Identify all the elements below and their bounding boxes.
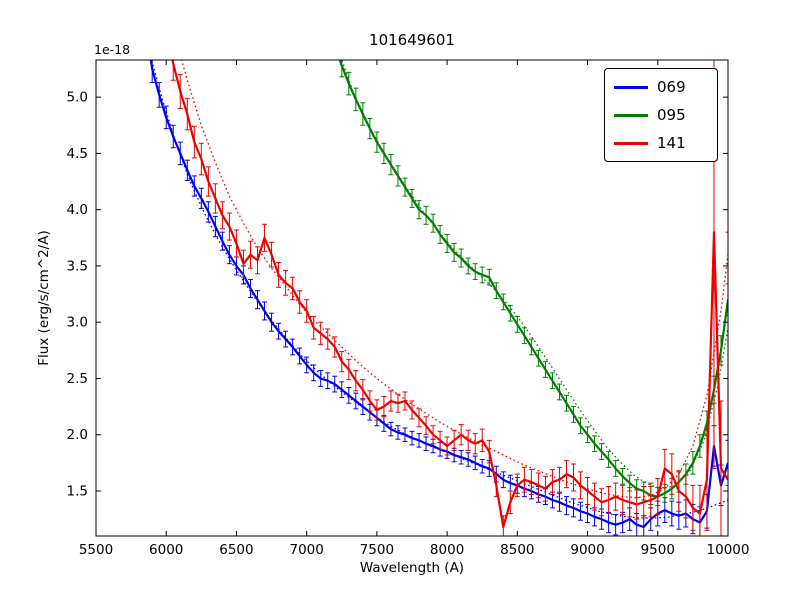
legend-entry-069: 069 <box>614 77 709 96</box>
y-axis-offset-text: 1e-18 <box>94 42 131 57</box>
legend-label-141: 141 <box>657 133 686 152</box>
tick-labels: 5500 6000 6500 7000 7500 8000 8500 9000 9500 1000… <box>67 90 750 558</box>
axes-frame <box>95 59 729 537</box>
x-tick-label: 9000 <box>570 542 604 558</box>
y-axis-label: Flux (erg/s/cm^2/A) <box>36 230 52 366</box>
x-tick-label: 10000 <box>707 542 750 558</box>
legend-label-095: 095 <box>657 105 686 124</box>
spectrum-line-141 <box>171 60 728 529</box>
x-axis-label: Wavelength (A) <box>359 560 465 576</box>
x-tick-label: 5500 <box>79 542 113 558</box>
legend: 069 095 141 <box>604 68 718 162</box>
y-tick-label: 4.5 <box>67 146 88 162</box>
x-tick-label: 7500 <box>360 542 394 558</box>
y-tick-label: 2.5 <box>67 371 88 387</box>
y-tick-label: 1.5 <box>67 483 88 499</box>
model-curve-141 <box>180 60 728 499</box>
x-tick-label: 7000 <box>289 542 323 558</box>
x-tick-label: 6500 <box>219 542 253 558</box>
y-tick-label: 5.0 <box>67 90 88 106</box>
y-tick-label: 3.5 <box>67 258 88 274</box>
chart-title: 101649601 <box>369 31 455 49</box>
legend-line-sample-red <box>614 141 648 145</box>
legend-line-sample-blue <box>614 85 648 89</box>
model-curve-069 <box>150 60 728 519</box>
legend-entry-095: 095 <box>614 105 709 124</box>
x-tick-label: 8000 <box>430 542 464 558</box>
y-tick-label: 3.0 <box>67 315 88 331</box>
legend-label-069: 069 <box>657 77 686 96</box>
spectrum-line-069 <box>149 60 728 529</box>
legend-entry-141: 141 <box>614 133 709 152</box>
x-tick-label: 9500 <box>641 542 675 558</box>
series-layer <box>149 60 728 536</box>
x-tick-label: 6000 <box>149 542 183 558</box>
spectrum-line-095 <box>338 60 728 498</box>
legend-line-sample-green <box>614 113 648 117</box>
x-tick-label: 8500 <box>500 542 534 558</box>
y-tick-label: 4.0 <box>67 202 88 218</box>
y-tick-label: 2.0 <box>67 427 88 443</box>
axis-ticks <box>95 60 729 536</box>
